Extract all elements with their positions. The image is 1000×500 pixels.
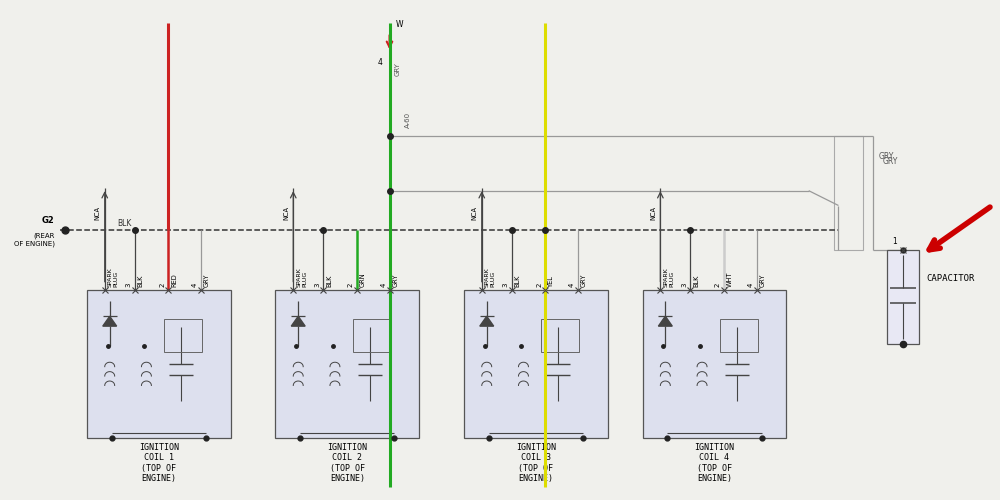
Text: WHT: WHT bbox=[727, 272, 733, 287]
Text: 1: 1 bbox=[892, 237, 897, 246]
Text: RED: RED bbox=[171, 274, 177, 287]
Text: BLK: BLK bbox=[693, 274, 699, 287]
Bar bbox=[720, 319, 758, 352]
Text: IGNITION
COIL 2
(TOP OF
ENGINE): IGNITION COIL 2 (TOP OF ENGINE) bbox=[327, 443, 367, 483]
Text: NCA: NCA bbox=[650, 206, 656, 220]
Bar bbox=[164, 319, 202, 352]
Text: A-60: A-60 bbox=[405, 112, 411, 128]
Text: 4: 4 bbox=[569, 282, 575, 287]
Text: SPARK
PLUG: SPARK PLUG bbox=[663, 268, 674, 287]
Text: SPARK
PLUG: SPARK PLUG bbox=[108, 268, 119, 287]
Text: 2: 2 bbox=[715, 282, 721, 287]
Bar bbox=[87, 290, 231, 438]
Polygon shape bbox=[480, 316, 494, 326]
Text: 3: 3 bbox=[503, 282, 509, 287]
Text: GRN: GRN bbox=[360, 272, 366, 287]
Bar bbox=[275, 290, 419, 438]
Text: 2: 2 bbox=[348, 282, 354, 287]
Text: 4: 4 bbox=[381, 282, 387, 287]
Text: 2: 2 bbox=[536, 282, 542, 287]
Polygon shape bbox=[103, 316, 117, 326]
Bar bbox=[834, 136, 863, 250]
Text: W: W bbox=[395, 20, 403, 29]
Text: BLK: BLK bbox=[515, 274, 521, 287]
Text: GRY: GRY bbox=[392, 274, 398, 287]
Text: CAPACITOR: CAPACITOR bbox=[927, 274, 975, 282]
Text: NCA: NCA bbox=[95, 206, 101, 220]
Text: GRY: GRY bbox=[581, 274, 587, 287]
Bar bbox=[464, 290, 608, 438]
Text: NCA: NCA bbox=[283, 206, 289, 220]
Text: BLK: BLK bbox=[117, 219, 131, 228]
Bar bbox=[643, 290, 786, 438]
Polygon shape bbox=[658, 316, 672, 326]
Text: GRY: GRY bbox=[908, 282, 917, 297]
Text: NCA: NCA bbox=[472, 206, 478, 220]
Bar bbox=[887, 250, 919, 344]
Text: IGNITION
COIL 4
(TOP OF
ENGINE): IGNITION COIL 4 (TOP OF ENGINE) bbox=[694, 443, 734, 483]
Text: 3: 3 bbox=[126, 282, 132, 287]
Text: 3: 3 bbox=[314, 282, 320, 287]
Text: 4: 4 bbox=[378, 58, 383, 66]
Text: YEL: YEL bbox=[548, 275, 554, 287]
Text: 2: 2 bbox=[159, 282, 165, 287]
Text: 3: 3 bbox=[681, 282, 687, 287]
Text: IGNITION
COIL 1
(TOP OF
ENGINE): IGNITION COIL 1 (TOP OF ENGINE) bbox=[139, 443, 179, 483]
Text: BLK: BLK bbox=[137, 274, 143, 287]
Text: BLK: BLK bbox=[326, 274, 332, 287]
Text: GRY: GRY bbox=[204, 274, 210, 287]
Text: SPARK
PLUG: SPARK PLUG bbox=[485, 268, 496, 287]
Text: 4: 4 bbox=[192, 282, 198, 287]
Text: 4: 4 bbox=[748, 282, 754, 287]
Text: GRY: GRY bbox=[394, 62, 400, 76]
Polygon shape bbox=[291, 316, 305, 326]
Text: GRY: GRY bbox=[878, 152, 894, 160]
Text: SPARK
PLUG: SPARK PLUG bbox=[296, 268, 307, 287]
Text: G2: G2 bbox=[42, 216, 55, 226]
Text: GRY: GRY bbox=[883, 156, 898, 166]
Bar bbox=[541, 319, 579, 352]
Text: (REAR
OF ENGINE): (REAR OF ENGINE) bbox=[14, 232, 55, 246]
Text: GRY: GRY bbox=[760, 274, 766, 287]
Bar bbox=[353, 319, 390, 352]
Text: IGNITION
COIL 3
(TOP OF
ENGINE): IGNITION COIL 3 (TOP OF ENGINE) bbox=[516, 443, 556, 483]
